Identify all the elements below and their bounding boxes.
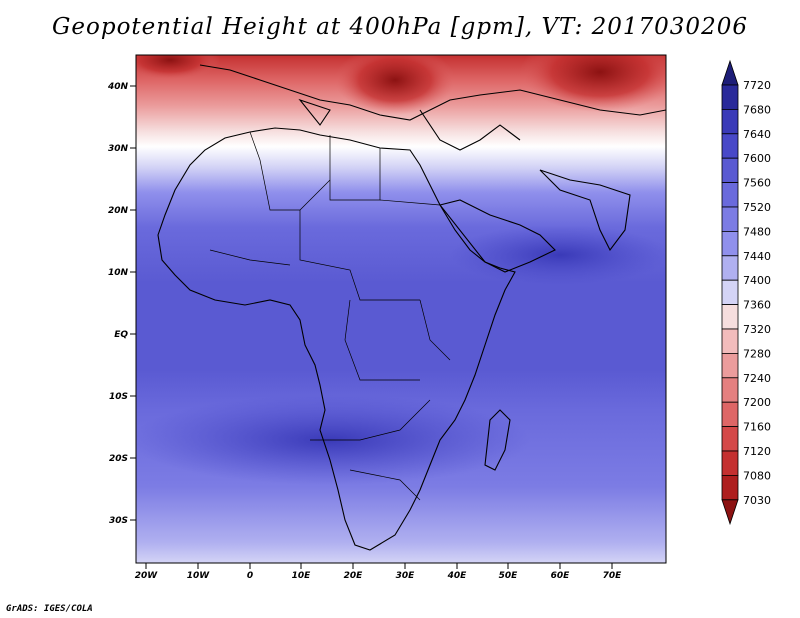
colorbar-label: 7160 (743, 421, 771, 434)
colorbar-label: 7360 (743, 299, 771, 312)
country-borders (209, 131, 451, 501)
coastlines (157, 64, 666, 551)
lat-label: 20S (109, 454, 128, 464)
colorbar-swatch (721, 230, 739, 257)
colorbar-swatch (721, 377, 739, 403)
lat-label: 30S (109, 516, 128, 526)
colorbar-label: 7080 (743, 469, 771, 482)
lon-label: 10W (187, 571, 211, 581)
colorbar-swatch (721, 109, 739, 135)
colorbar-label: 7320 (743, 323, 771, 336)
colorbar-swatch (721, 426, 739, 452)
colorbar-swatch (721, 255, 739, 281)
lat-label: 10N (108, 268, 129, 278)
colorbar-label: 7280 (743, 347, 771, 360)
colorbar-swatch (721, 182, 739, 208)
colorbar-swatch (721, 450, 739, 476)
colorbar-label: 7440 (743, 250, 771, 263)
colorbar-label: 7030 (743, 494, 771, 507)
colorbar-label: 7560 (743, 177, 771, 190)
lon-label: 20E (344, 571, 364, 581)
lon-label: 40E (447, 571, 468, 581)
lon-label: 20W (135, 571, 159, 581)
lat-label: 30N (108, 144, 129, 154)
colorbar-label: 7680 (743, 103, 771, 116)
colorbar-swatch (721, 133, 739, 159)
lat-label: EQ (114, 330, 128, 340)
lon-label: 10E (292, 571, 312, 581)
lat-label: 10S (109, 392, 128, 402)
colorbar-arrow-top (721, 59, 739, 86)
contour-field (136, 55, 666, 563)
colorbar-arrow-bottom (721, 499, 739, 526)
colorbar-swatch (721, 401, 739, 428)
colorbar-swatch (721, 157, 739, 183)
map-frame (135, 54, 667, 564)
colorbar-label: 7480 (743, 225, 771, 238)
colorbar-swatch (721, 328, 739, 354)
colorbar-swatch (721, 304, 739, 330)
colorbar-swatch (721, 279, 739, 306)
colorbar-swatch (721, 474, 739, 501)
credit-text: GrADS: IGES/COLA (6, 604, 93, 614)
colorbar-label: 7240 (743, 372, 771, 385)
colorbar: 7720 7680 7640 7600 7560 7520 7480 7440 7400 7360… (721, 59, 771, 526)
colorbar-label: 7200 (743, 396, 771, 409)
colorbar-swatch (721, 206, 739, 232)
lat-ticks (130, 85, 136, 521)
lon-label: 60E (551, 571, 571, 581)
lon-label: 0 (247, 571, 253, 581)
colorbar-label: 7520 (743, 201, 771, 214)
colorbar-label: 7640 (743, 128, 771, 141)
colorbar-label: 7120 (743, 445, 771, 458)
map-title: Geopotential Height at 400hPa [gpm], VT:… (52, 14, 748, 40)
lon-label: 70E (603, 571, 623, 581)
colorbar-swatch (721, 84, 739, 110)
lon-ticks (145, 563, 613, 569)
lat-label: 40N (107, 82, 129, 92)
lat-label: 20N (108, 206, 129, 216)
colorbar-label: 7600 (743, 152, 771, 165)
colorbar-label: 7400 (743, 274, 771, 287)
colorbar-swatch (721, 352, 739, 379)
lon-label: 50E (499, 571, 519, 581)
colorbar-label: 7720 (743, 79, 771, 92)
lon-label: 30E (396, 571, 416, 581)
